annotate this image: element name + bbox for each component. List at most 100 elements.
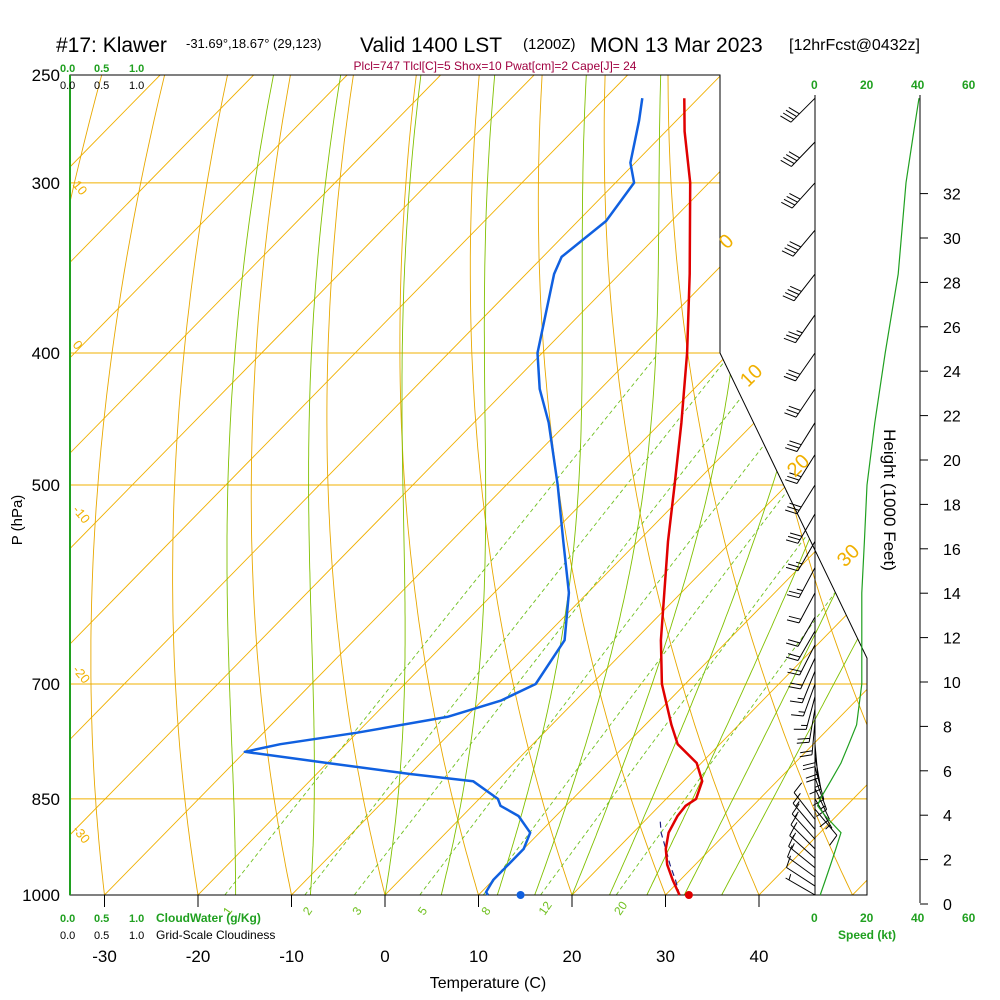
mixing-ratio-line — [353, 352, 777, 895]
isotherm-label-right: 10 — [736, 360, 767, 391]
moist-adiabat-line — [632, 75, 867, 895]
cloudiness-tick-bottom-1: 0.5 — [94, 930, 109, 942]
surface-temperature-dot — [684, 891, 693, 899]
grid-clipped — [70, 51, 1000, 924]
height-tick-label: 14 — [943, 586, 961, 603]
isotherm-line — [665, 75, 867, 895]
mixing-ratio-label: 5 — [415, 904, 430, 918]
isotherm-label-left: -20 — [70, 662, 94, 686]
cloudiness-tick-bottom-0: 0.0 — [60, 930, 75, 942]
speed-profile — [816, 98, 920, 896]
height-tick-label: 26 — [943, 320, 961, 337]
pressure-tick-label: 1000 — [22, 886, 60, 905]
dry-adiabat-line — [979, 51, 1000, 924]
cloudiness-tick-top-2: 1.0 — [129, 80, 144, 92]
cloudiness-tick-bottom-2: 1.0 — [129, 930, 144, 942]
wind-barb — [796, 708, 816, 744]
cw-tick-bottom-1: 0.5 — [94, 913, 109, 925]
wind-barb — [799, 720, 816, 758]
dry-adiabat-line — [854, 75, 867, 895]
temperature-tick-label: 30 — [656, 947, 675, 966]
plot-frame — [69, 74, 921, 903]
speed-tick-bottom-2: 40 — [911, 911, 925, 925]
wind-barb — [814, 788, 830, 828]
cw-tick-top-2: 1.0 — [129, 63, 144, 75]
height-tick-label: 18 — [943, 497, 961, 514]
speed-label: Speed (kt) — [838, 928, 896, 942]
height-tick-label: 10 — [943, 675, 961, 692]
isotherm-line — [70, 75, 441, 895]
height-tick-label: 24 — [943, 364, 961, 381]
isotherm-line — [758, 75, 867, 895]
wind-barb — [789, 671, 816, 704]
height-tick-label: 32 — [943, 187, 961, 204]
moist-adiabat-line — [379, 75, 425, 895]
height-tick-label: 8 — [943, 719, 952, 736]
background-grid: 1 2 3 5 8 12 20 — [70, 51, 1000, 924]
temperature-trace — [659, 98, 704, 896]
wind-barb — [781, 182, 816, 209]
mixing-ratio-line — [540, 352, 867, 895]
wind-barb — [791, 803, 816, 840]
moist-adiabat-line — [705, 75, 867, 895]
isotherm-line — [852, 75, 867, 895]
station-coords: -31.69°,18.67° (29,123) — [186, 36, 321, 51]
moist-adiabat-line — [226, 75, 279, 895]
isotherm-label-left: -10 — [70, 502, 94, 526]
axes-labels: 100-10-20-300102030250300400500700850100… — [22, 66, 961, 966]
utc-time: (1200Z) — [523, 36, 576, 53]
isotherm-line — [478, 75, 867, 895]
sounding-traces — [243, 98, 704, 899]
temperature-tick-label: 10 — [469, 947, 488, 966]
wind-barb — [791, 683, 816, 717]
wind-barb — [788, 657, 816, 690]
mixing-ratio-line — [615, 352, 867, 895]
valid-date: MON 13 Mar 2023 — [590, 34, 763, 57]
height-tick-label: 12 — [943, 631, 961, 648]
wind-barb — [802, 732, 816, 771]
dry-adiabat-line — [917, 51, 1000, 924]
speed-tick-bottom-0: 0 — [811, 911, 818, 925]
mixing-ratio-label: 20 — [611, 898, 630, 917]
wind-barb — [785, 484, 816, 515]
wind-barb — [786, 855, 816, 887]
wind-barb — [780, 97, 816, 123]
dry-adiabat-line — [326, 75, 394, 895]
temperature-tick-label: 20 — [563, 947, 582, 966]
moist-adiabat-line — [523, 75, 662, 895]
temperature-tick-label: -20 — [186, 947, 211, 966]
wind-barb — [814, 777, 828, 817]
isotherm-line — [70, 75, 348, 895]
wind-barbs — [780, 97, 838, 896]
temperature-tick-label: -10 — [279, 947, 304, 966]
height-tick-label: 30 — [943, 231, 961, 248]
dry-adiabat-line — [250, 75, 299, 895]
moist-adiabat-line — [433, 75, 498, 895]
pressure-tick-label: 250 — [32, 66, 60, 85]
pressure-tick-label: 850 — [32, 790, 60, 809]
pressure-tick-label: 700 — [32, 675, 60, 694]
cw-tick-top-1: 0.5 — [94, 63, 109, 75]
dewpoint-trace — [243, 98, 644, 896]
moist-adiabat-line — [307, 75, 346, 895]
mixing-ratio-label: 2 — [300, 904, 315, 918]
dry-adiabat-line — [469, 75, 583, 895]
mixing-ratio-line — [419, 352, 836, 895]
temperature-tick-label: 0 — [380, 947, 389, 966]
mixing-ratio-line — [224, 352, 660, 895]
dry-adiabat-line — [399, 75, 488, 895]
speed-tick-top-0: 0 — [811, 78, 818, 92]
isotherm-label-left: -30 — [70, 822, 94, 846]
isotherm-label-right: 30 — [833, 540, 864, 571]
dry-adiabat-line — [667, 75, 867, 895]
wind-barb — [783, 314, 816, 344]
isotherm-label-right: 0 — [715, 230, 738, 253]
x-axis-title: Temperature (C) — [430, 975, 546, 992]
speed-tick-top-1: 20 — [860, 78, 874, 92]
mixing-ratio-line — [482, 352, 867, 895]
isotherm-line — [70, 75, 254, 895]
surface-dewpoint-dot — [516, 891, 525, 899]
mixing-ratio-line — [304, 352, 732, 895]
cloudiness-tick-top-0: 0.0 — [60, 80, 75, 92]
